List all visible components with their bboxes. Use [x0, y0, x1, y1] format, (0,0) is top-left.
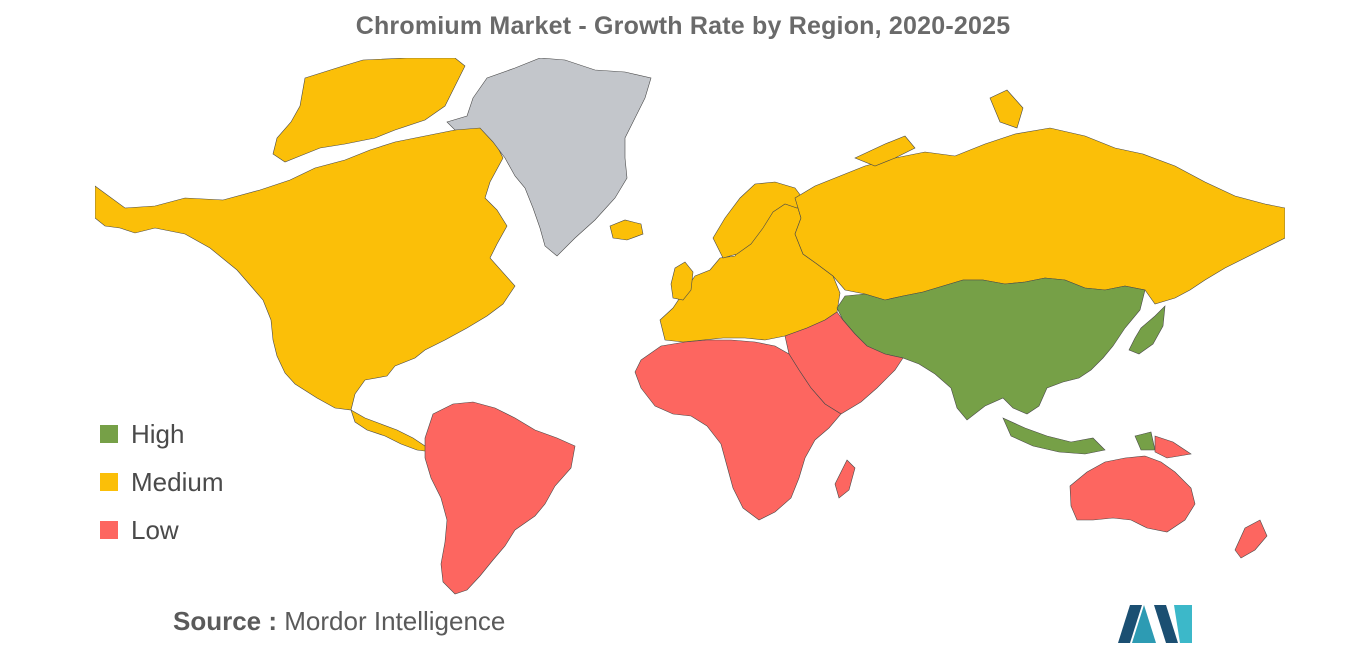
- legend-label-high: High: [131, 418, 185, 449]
- region-png-west: [1134, 431, 1156, 451]
- legend-item-low: Low: [100, 506, 223, 554]
- source-prefix: Source :: [173, 606, 278, 636]
- region-new-zealand: [1234, 519, 1268, 559]
- region-indonesia: [1002, 417, 1106, 455]
- region-scandinavia: [712, 181, 808, 259]
- legend-swatch-high: [100, 425, 118, 443]
- region-central-america: [350, 409, 435, 453]
- chart-title: Chromium Market - Growth Rate by Region,…: [355, 12, 1011, 40]
- legend-swatch-medium: [100, 473, 118, 491]
- region-russia-islands: [854, 89, 1024, 167]
- source-name: Mordor Intelligence: [284, 606, 506, 636]
- legend-label-low: Low: [131, 514, 179, 545]
- region-south-america: [424, 401, 576, 595]
- region-greenland: [446, 58, 652, 257]
- region-japan: [1128, 305, 1166, 355]
- region-png-east: [1154, 435, 1192, 459]
- region-north-america: [95, 119, 516, 411]
- region-asia: [836, 277, 1146, 421]
- legend-item-high: High: [100, 410, 223, 458]
- mordor-intelligence-logo-icon: [1118, 605, 1192, 643]
- legend-swatch-low: [100, 521, 118, 539]
- region-uk: [670, 261, 694, 301]
- source-note: Source : Mordor Intelligence: [173, 606, 505, 637]
- region-africa: [634, 339, 842, 521]
- region-madagascar: [834, 459, 856, 499]
- region-australia: [1069, 455, 1196, 533]
- region-north-america-islands: [272, 58, 466, 163]
- legend: High Medium Low: [100, 410, 223, 554]
- legend-item-medium: Medium: [100, 458, 223, 506]
- region-iceland: [609, 219, 644, 241]
- legend-label-medium: Medium: [131, 466, 224, 497]
- world-map: [95, 58, 1285, 595]
